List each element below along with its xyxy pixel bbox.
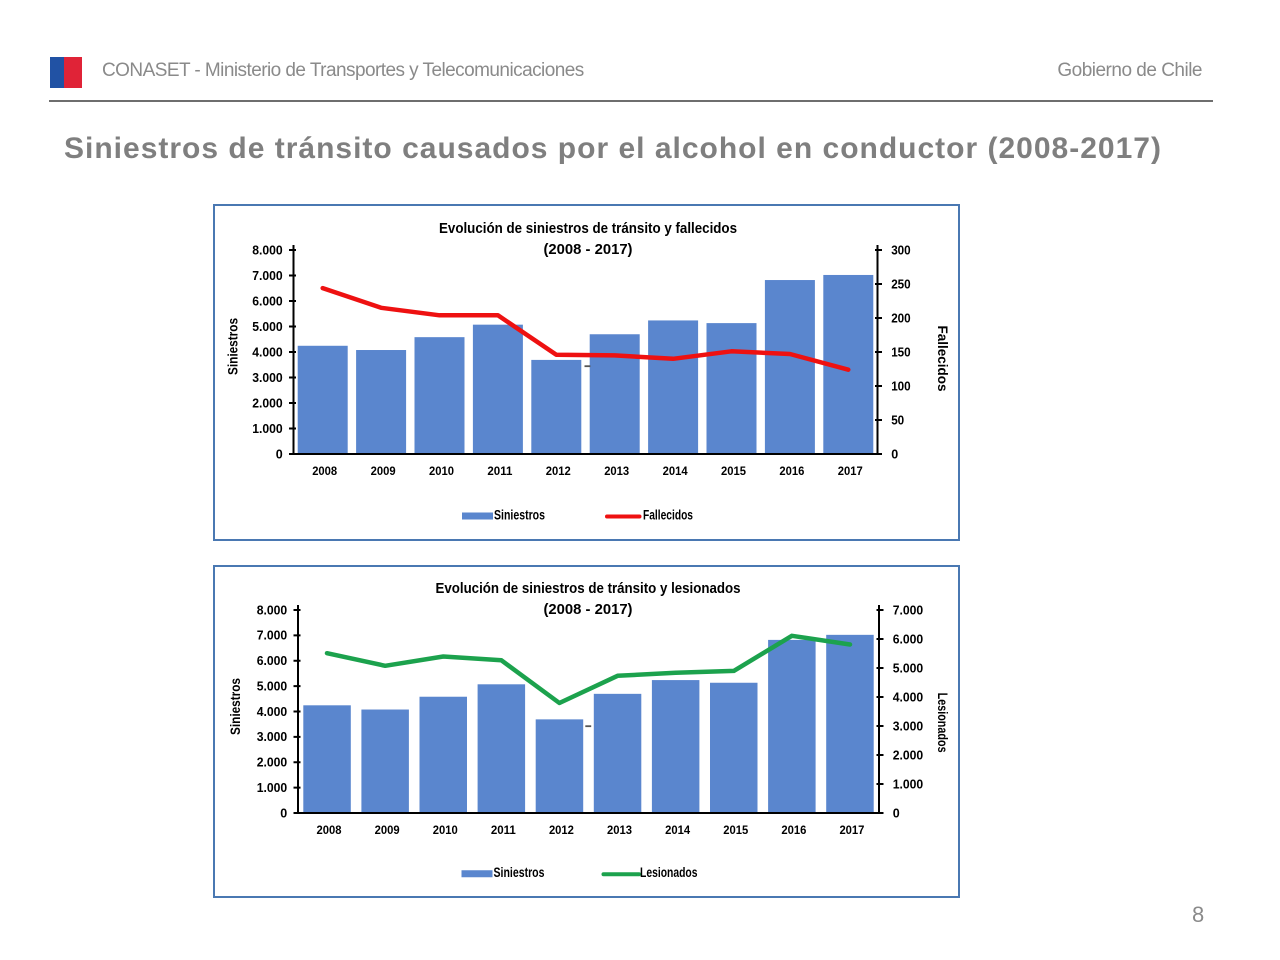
svg-text:2.000: 2.000 [893, 748, 924, 762]
svg-text:1.000: 1.000 [257, 781, 288, 795]
svg-text:6.000: 6.000 [252, 294, 283, 308]
svg-text:2012: 2012 [546, 464, 571, 478]
svg-text:0: 0 [276, 447, 283, 461]
svg-text:Lesionados: Lesionados [935, 693, 950, 753]
svg-text:2017: 2017 [839, 823, 864, 837]
svg-text:5.000: 5.000 [893, 661, 924, 675]
svg-text:7.000: 7.000 [257, 629, 288, 643]
svg-text:2.000: 2.000 [252, 396, 283, 410]
svg-text:(2008 - 2017): (2008 - 2017) [544, 241, 633, 258]
svg-text:0: 0 [893, 806, 900, 820]
svg-text:Evolución de siniestros de tr: Evolución de siniestros de tránsito y fa… [439, 220, 737, 237]
svg-text:2010: 2010 [433, 823, 458, 837]
svg-text:2015: 2015 [721, 464, 746, 478]
svg-text:3.000: 3.000 [893, 719, 924, 733]
svg-text:6.000: 6.000 [893, 632, 924, 646]
svg-text:2010: 2010 [429, 464, 454, 478]
svg-text:Siniestros: Siniestros [228, 678, 243, 735]
svg-text:2012: 2012 [549, 823, 574, 837]
svg-text:2.000: 2.000 [257, 756, 288, 770]
svg-text:2014: 2014 [663, 464, 688, 478]
svg-text:5.000: 5.000 [252, 320, 283, 334]
svg-text:3.000: 3.000 [257, 730, 288, 744]
svg-text:2009: 2009 [375, 823, 400, 837]
svg-text:2008: 2008 [317, 823, 342, 837]
svg-text:Siniestros: Siniestros [225, 318, 240, 375]
svg-text:2013: 2013 [607, 823, 632, 837]
svg-text:1.000: 1.000 [252, 422, 283, 436]
svg-text:0: 0 [280, 806, 287, 820]
svg-text:200: 200 [891, 311, 911, 325]
svg-text:2014: 2014 [665, 823, 690, 837]
svg-text:4.000: 4.000 [893, 690, 924, 704]
svg-text:(2008 - 2017): (2008 - 2017) [544, 601, 633, 618]
svg-text:7.000: 7.000 [893, 603, 924, 617]
svg-text:2016: 2016 [781, 823, 806, 837]
svg-text:2011: 2011 [487, 464, 512, 478]
svg-text:2016: 2016 [779, 464, 804, 478]
svg-text:3.000: 3.000 [252, 371, 283, 385]
svg-text:2015: 2015 [723, 823, 748, 837]
svg-text:5.000: 5.000 [257, 679, 288, 693]
svg-text:50: 50 [891, 413, 904, 427]
svg-text:6.000: 6.000 [257, 654, 288, 668]
svg-text:Lesionados: Lesionados [640, 865, 698, 880]
svg-text:7.000: 7.000 [252, 269, 283, 283]
svg-text:Fallecidos: Fallecidos [935, 326, 950, 392]
svg-text:Fallecidos: Fallecidos [643, 507, 693, 522]
svg-text:2008: 2008 [312, 464, 337, 478]
svg-text:Siniestros: Siniestros [494, 865, 545, 880]
svg-text:2013: 2013 [604, 464, 629, 478]
svg-text:100: 100 [891, 379, 911, 393]
svg-text:2017: 2017 [838, 464, 863, 478]
svg-text:8.000: 8.000 [252, 243, 283, 257]
svg-text:1.000: 1.000 [893, 777, 924, 791]
svg-text:4.000: 4.000 [252, 345, 283, 359]
svg-text:300: 300 [891, 243, 911, 257]
svg-text:8.000: 8.000 [257, 603, 288, 617]
svg-text:2011: 2011 [491, 823, 516, 837]
svg-text:4.000: 4.000 [257, 705, 288, 719]
svg-text:0: 0 [891, 447, 898, 461]
svg-text:250: 250 [891, 277, 911, 291]
svg-text:150: 150 [891, 345, 911, 359]
svg-text:Evolución de siniestros de tr: Evolución de siniestros de tránsito y le… [436, 580, 741, 597]
svg-text:Siniestros: Siniestros [494, 507, 545, 522]
svg-text:2009: 2009 [371, 464, 396, 478]
